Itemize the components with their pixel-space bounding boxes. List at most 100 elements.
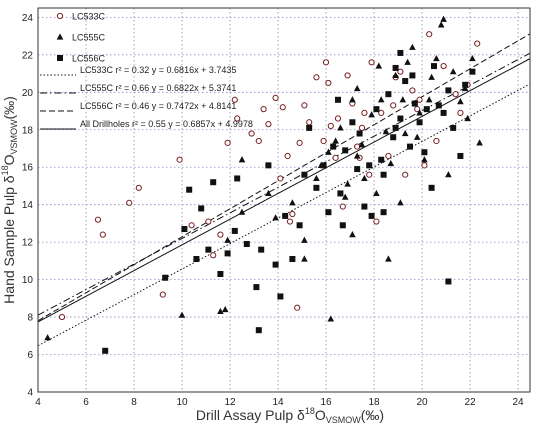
y-axis-title-element: O xyxy=(1,154,17,165)
point-lc555c xyxy=(272,214,279,221)
point-lc533c xyxy=(402,171,409,178)
point-lc556c xyxy=(102,347,109,354)
point-lc533c xyxy=(368,59,375,66)
point-lc555c xyxy=(433,54,440,62)
point-lc533c xyxy=(296,139,303,146)
point-lc556c xyxy=(301,171,308,178)
point-lc556c xyxy=(380,171,387,178)
point-lc556c xyxy=(445,278,452,285)
point-lc533c xyxy=(390,102,397,109)
point-lc533c xyxy=(135,184,142,191)
point-lc556c xyxy=(457,152,464,159)
point-lc556c xyxy=(392,64,399,71)
point-lc556c xyxy=(243,241,250,248)
point-lc533c xyxy=(332,154,339,161)
point-lc533c xyxy=(344,72,351,79)
point-lc533c xyxy=(217,231,224,238)
x-tick-label: 24 xyxy=(512,397,524,408)
point-lc556c xyxy=(253,284,260,291)
point-lc556c xyxy=(469,68,476,75)
y-axis-title-sup: 18 xyxy=(0,165,10,175)
y-tick-label: 8 xyxy=(27,313,33,324)
point-lc555c xyxy=(421,156,428,163)
point-lc555c xyxy=(437,21,445,28)
point-lc556c xyxy=(421,149,428,156)
point-lc533c xyxy=(205,218,212,225)
point-lc556c xyxy=(217,270,224,277)
point-lc555c xyxy=(375,62,383,69)
point-lc555c xyxy=(337,124,344,131)
point-lc556c xyxy=(339,222,346,229)
point-lc555c xyxy=(349,231,356,238)
point-lc533c xyxy=(334,115,342,122)
point-lc533c xyxy=(361,109,368,116)
fit-lines xyxy=(37,33,531,347)
point-lc555c xyxy=(401,129,409,137)
point-lc555c xyxy=(353,84,361,92)
point-lc556c xyxy=(462,81,469,88)
point-lc533c xyxy=(260,106,267,113)
y-axis-title-sub: VSMOW xyxy=(9,119,19,155)
point-lc556c xyxy=(272,261,279,268)
point-lc556c xyxy=(361,203,368,210)
point-lc533c xyxy=(385,152,392,160)
point-lc533c xyxy=(426,31,433,38)
point-lc533c xyxy=(416,96,423,103)
point-lc556c xyxy=(423,106,430,113)
point-lc533c xyxy=(327,122,334,130)
point-lc556c xyxy=(354,166,361,173)
point-lc533c xyxy=(279,104,286,111)
point-lc555c xyxy=(457,98,464,105)
x-tick-label: 10 xyxy=(176,397,188,408)
point-lc533c xyxy=(210,252,217,259)
data-points xyxy=(44,15,483,354)
point-lc533c xyxy=(397,68,404,75)
y-tick-label: 4 xyxy=(27,388,33,399)
point-lc555c xyxy=(425,96,433,103)
point-lc533c xyxy=(313,74,320,81)
point-lc556c xyxy=(450,124,457,131)
point-lc556c xyxy=(313,184,320,191)
point-lc556c xyxy=(181,226,188,233)
point-lc556c xyxy=(397,115,404,122)
point-lc555c xyxy=(341,193,349,200)
point-lc533c xyxy=(94,216,102,223)
point-lc555c xyxy=(353,152,361,159)
point-lc556c xyxy=(342,147,349,154)
point-lc533c xyxy=(358,124,366,131)
y-tick-label: 10 xyxy=(22,275,34,286)
point-lc556c xyxy=(296,222,303,229)
x-axis-title: Drill Assay Pulp δ18OVSMOW(‰) xyxy=(196,406,384,425)
point-lc556c xyxy=(162,274,169,281)
y-tick-label: 22 xyxy=(22,50,34,61)
point-lc556c xyxy=(392,124,399,131)
legend-label-lc555c: LC555C xyxy=(72,33,106,43)
point-lc556c xyxy=(431,63,437,70)
legend-marker-lc556c xyxy=(57,55,63,61)
point-lc556c xyxy=(320,162,327,169)
x-tick-label: 20 xyxy=(416,397,428,408)
point-lc555c xyxy=(373,189,380,197)
grid xyxy=(38,8,530,392)
y-tick-label: 6 xyxy=(27,350,33,361)
point-lc556c xyxy=(186,186,193,193)
point-lc533c xyxy=(409,87,416,94)
point-lc533c xyxy=(378,109,385,116)
point-lc555c xyxy=(428,73,435,80)
point-lc556c xyxy=(234,175,241,182)
point-lc533c xyxy=(272,94,279,102)
point-lc556c xyxy=(282,212,289,219)
point-lc556c xyxy=(368,212,375,219)
legend-fit-label-lc533c: LC533C r² = 0.32 y = 0.6816x + 3.7435 xyxy=(80,65,236,75)
point-lc533c xyxy=(224,139,231,146)
point-lc533c xyxy=(433,137,440,145)
point-lc555c xyxy=(301,236,308,243)
point-lc555c xyxy=(361,174,368,182)
legend-label-lc533c: LC533C xyxy=(72,12,106,22)
point-lc555c xyxy=(368,111,375,118)
point-lc555c xyxy=(349,96,356,103)
point-lc555c xyxy=(385,255,392,262)
legend-label-lc556c: LC556C xyxy=(72,54,106,64)
x-tick-label: 22 xyxy=(464,397,476,408)
